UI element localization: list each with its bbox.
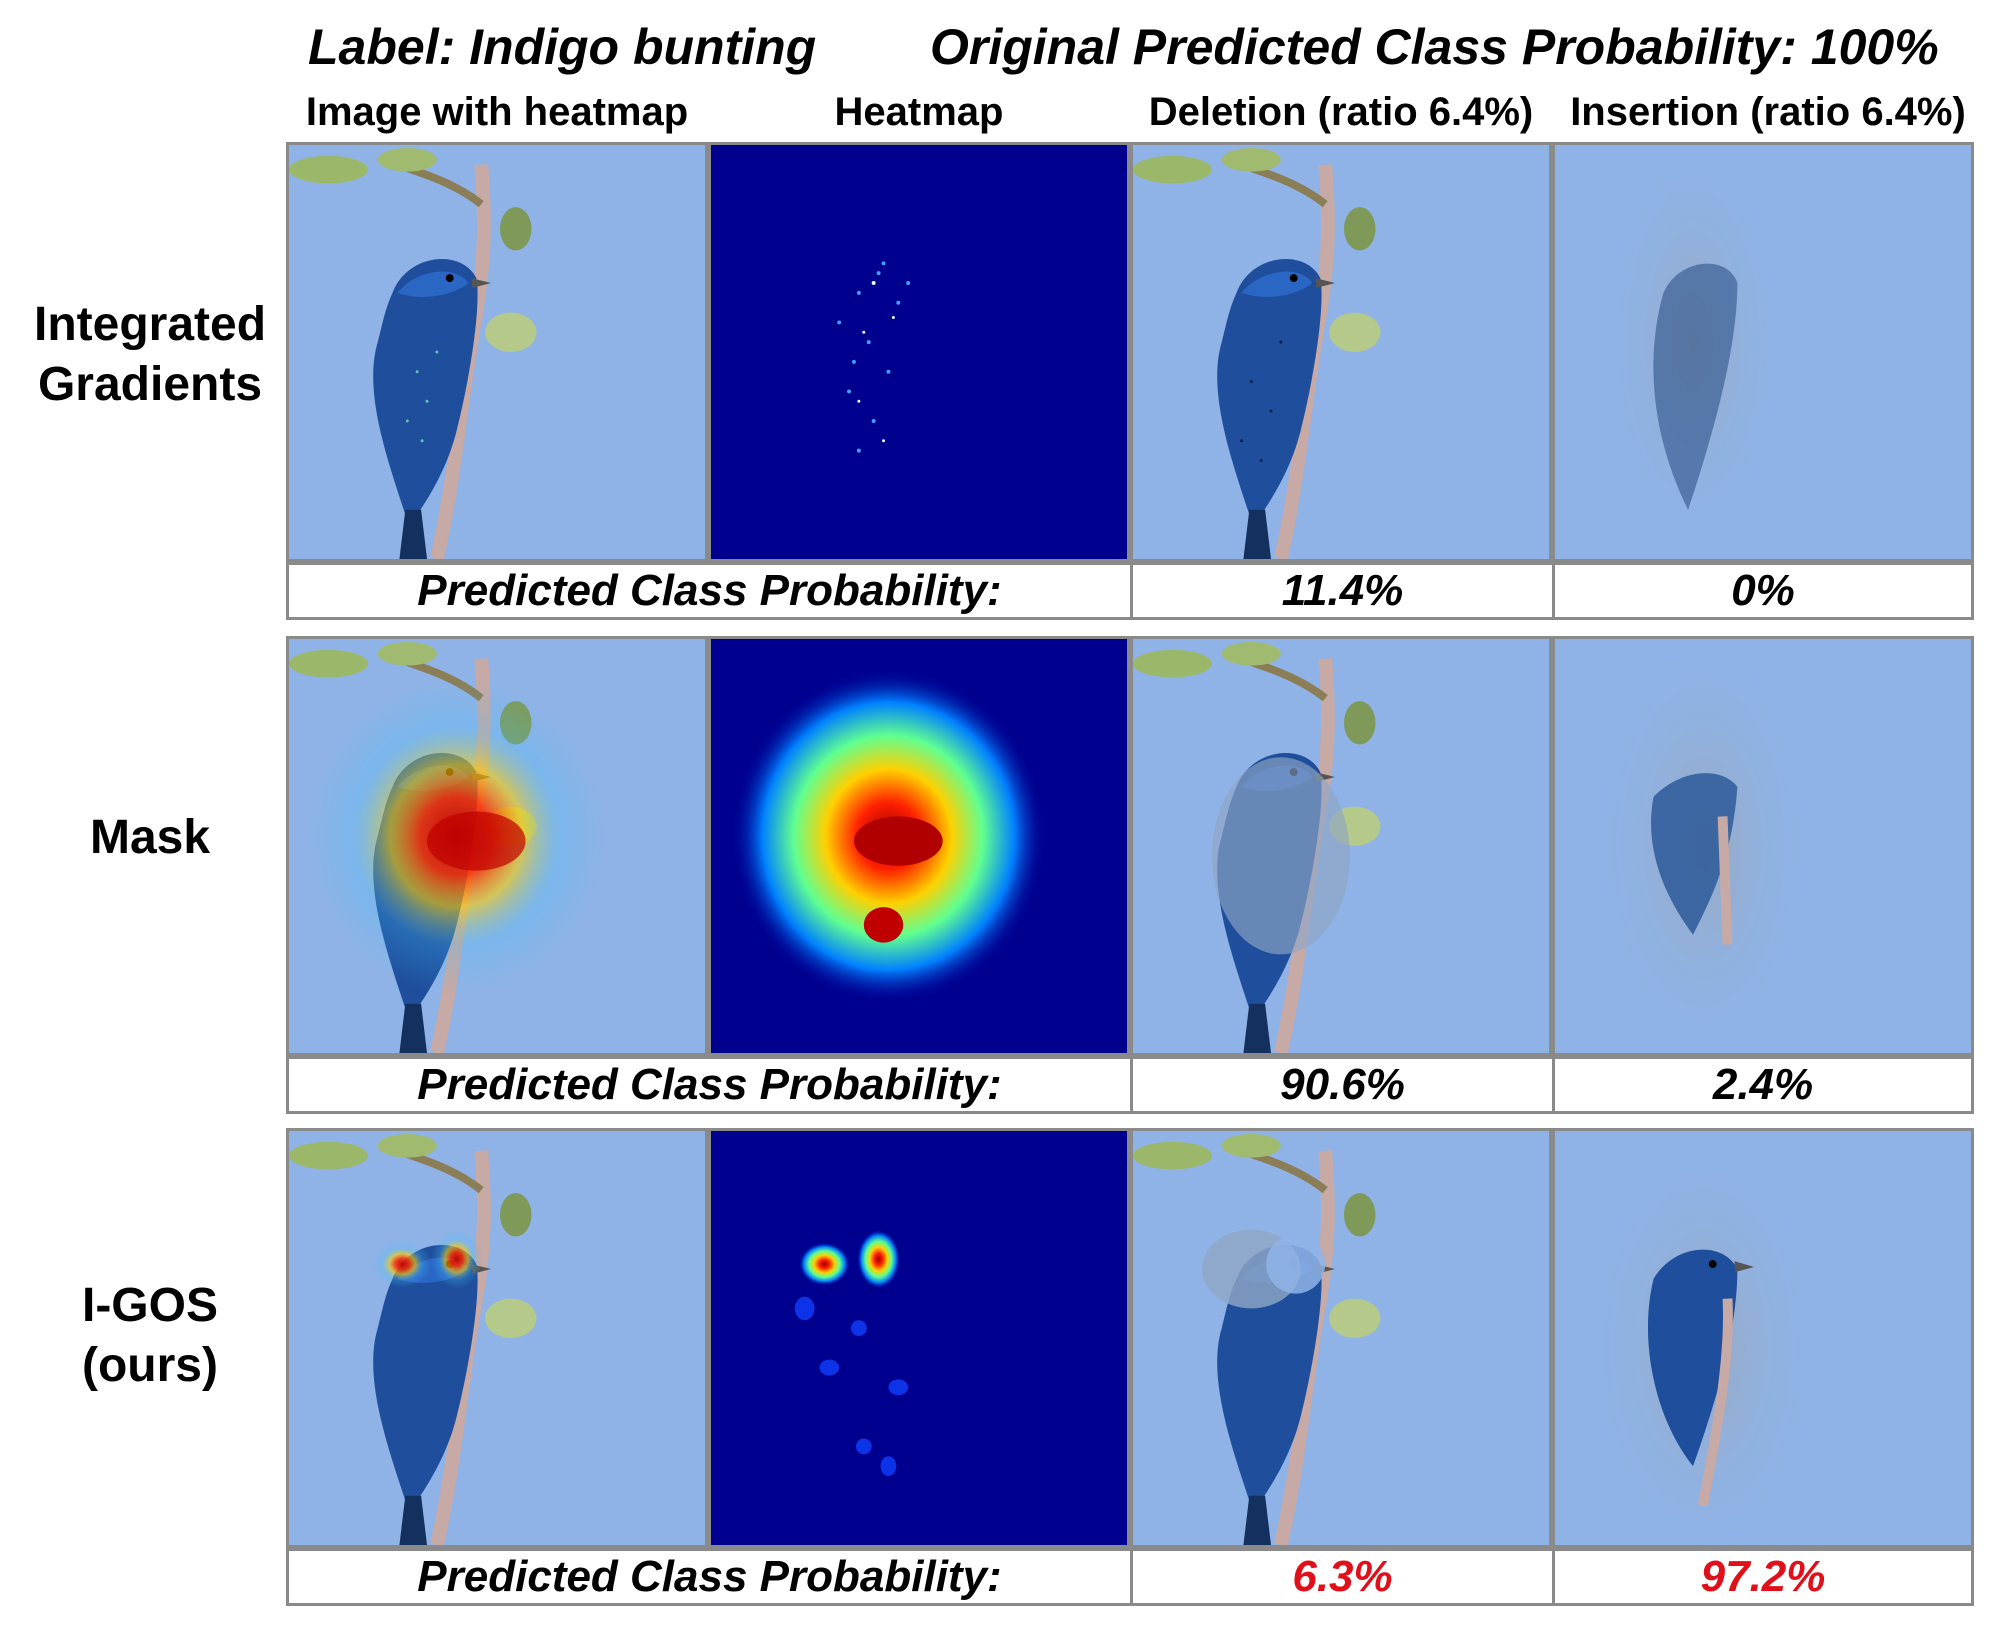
probability-label: Predicted Class Probability: bbox=[417, 566, 1002, 615]
column-header-heatmap: Heatmap bbox=[834, 90, 1004, 134]
ig-image-with-heatmap bbox=[286, 142, 708, 562]
mask-image-with-heatmap bbox=[286, 636, 708, 1056]
mask-insertion bbox=[1552, 636, 1974, 1056]
row-label-line: (ours) bbox=[82, 1339, 218, 1392]
igos-probability-row: Predicted Class Probability: 6.3% 97.2% bbox=[286, 1548, 1974, 1606]
igos-deletion bbox=[1130, 1128, 1552, 1548]
deletion-probability: 6.3% bbox=[1130, 1551, 1552, 1603]
ig-heatmap bbox=[708, 142, 1130, 562]
row-label-line: Mask bbox=[89, 811, 211, 864]
column-header-image-with-heatmap: Image with heatmap bbox=[305, 90, 689, 134]
ig-insertion bbox=[1552, 142, 1974, 562]
probability-label: Predicted Class Probability: bbox=[417, 1552, 1002, 1601]
igos-insertion bbox=[1552, 1128, 1974, 1548]
original-probability-title: Original Predicted Class Probability: 10… bbox=[930, 19, 1939, 75]
row-label-integrated-gradients: Integrated Gradients bbox=[20, 295, 280, 415]
row-label-line: Gradients bbox=[37, 358, 263, 411]
insertion-probability: 2.4% bbox=[1552, 1059, 1971, 1111]
row-label-mask: Mask bbox=[20, 808, 280, 868]
row-label-line: Integrated bbox=[33, 298, 267, 351]
insertion-probability: 97.2% bbox=[1552, 1551, 1971, 1603]
ig-deletion bbox=[1130, 142, 1552, 562]
probability-label: Predicted Class Probability: bbox=[417, 1060, 1002, 1109]
label-title: Label: Indigo bunting bbox=[308, 19, 817, 75]
row-label-line: I-GOS bbox=[81, 1279, 218, 1332]
deletion-probability: 90.6% bbox=[1130, 1059, 1552, 1111]
igos-heatmap bbox=[708, 1128, 1130, 1548]
row-label-igos: I-GOS (ours) bbox=[20, 1276, 280, 1396]
ig-probability-row: Predicted Class Probability: 11.4% 0% bbox=[286, 562, 1974, 620]
column-header-insertion: Insertion (ratio 6.4%) bbox=[1570, 90, 1966, 134]
igos-image-with-heatmap bbox=[286, 1128, 708, 1548]
insertion-probability: 0% bbox=[1552, 565, 1971, 617]
mask-probability-row: Predicted Class Probability: 90.6% 2.4% bbox=[286, 1056, 1974, 1114]
mask-heatmap bbox=[708, 636, 1130, 1056]
deletion-probability: 11.4% bbox=[1130, 565, 1552, 617]
column-header-deletion: Deletion (ratio 6.4%) bbox=[1148, 90, 1534, 134]
mask-deletion bbox=[1130, 636, 1552, 1056]
